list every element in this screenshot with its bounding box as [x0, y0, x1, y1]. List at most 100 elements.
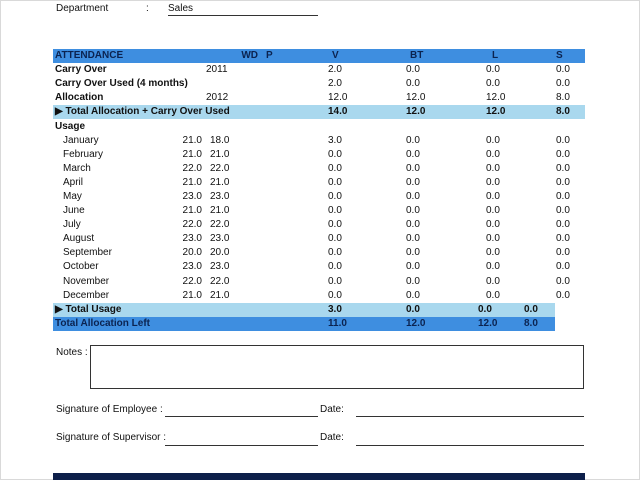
- notes-box[interactable]: [90, 345, 584, 389]
- month-l: 0.0: [478, 246, 554, 260]
- month-rows: January 21.0 18.0 3.0 0.0 0.0 0.0 February 21.0 2…: [53, 134, 585, 303]
- header-v: V: [328, 49, 400, 63]
- month-s: 0.0: [554, 190, 585, 204]
- month-v: 0.0: [328, 260, 400, 274]
- table-row: September 20.0 20.0 0.0 0.0 0.0 0.0: [53, 246, 585, 260]
- month-s: 0.0: [554, 218, 585, 232]
- month-name: August: [53, 232, 178, 246]
- allocation-s: 8.0: [554, 91, 585, 105]
- table-row: May 23.0 23.0 0.0 0.0 0.0 0.0: [53, 190, 585, 204]
- month-l: 0.0: [478, 162, 554, 176]
- month-s: 0.0: [554, 289, 585, 303]
- carry-over-row: Carry Over 2011 2.0 0.0 0.0 0.0: [53, 63, 585, 77]
- month-v: 0.0: [328, 190, 400, 204]
- employee-signature-label: Signature of Employee :: [56, 404, 163, 415]
- employee-signature-line[interactable]: [165, 415, 318, 417]
- department-label: Department: [56, 3, 108, 14]
- carry-over-bt: 0.0: [400, 63, 478, 77]
- month-wd: 20.0: [178, 246, 206, 260]
- allocation-label: Allocation: [53, 91, 178, 105]
- table-row: February 21.0 21.0 0.0 0.0 0.0 0.0: [53, 148, 585, 162]
- month-s: 0.0: [554, 232, 585, 246]
- supervisor-signature-line[interactable]: [165, 444, 318, 446]
- department-value[interactable]: Sales: [168, 3, 318, 16]
- month-v: 0.0: [328, 232, 400, 246]
- employee-date-label: Date:: [320, 404, 344, 415]
- table-row: November 22.0 22.0 0.0 0.0 0.0 0.0: [53, 275, 585, 289]
- month-s: 0.0: [554, 246, 585, 260]
- month-name: July: [53, 218, 178, 232]
- table-row: December 21.0 21.0 0.0 0.0 0.0 0.0: [53, 289, 585, 303]
- table-header-row: ATTENDANCE WD P V BT L S: [53, 49, 585, 63]
- total-allocation-v: 14.0: [328, 105, 400, 119]
- month-name: September: [53, 246, 178, 260]
- total-left-v: 11.0: [328, 317, 400, 331]
- header-wd: WD: [206, 49, 266, 63]
- header-attendance: ATTENDANCE: [53, 49, 178, 63]
- total-left-s: 8.0: [524, 317, 555, 331]
- carry-over-label: Carry Over: [53, 63, 178, 77]
- month-p: 23.0: [206, 232, 266, 246]
- supervisor-date-line[interactable]: [356, 444, 584, 446]
- month-name: December: [53, 289, 178, 303]
- month-l: 0.0: [478, 260, 554, 274]
- carry-over-used-s: 0.0: [554, 77, 585, 91]
- month-v: 0.0: [328, 204, 400, 218]
- month-s: 0.0: [554, 260, 585, 274]
- month-wd: 23.0: [178, 190, 206, 204]
- total-left-label: Total Allocation Left: [53, 317, 328, 331]
- table-row: April 21.0 21.0 0.0 0.0 0.0 0.0: [53, 176, 585, 190]
- month-s: 0.0: [554, 162, 585, 176]
- allocation-l: 12.0: [478, 91, 554, 105]
- month-v: 0.0: [328, 275, 400, 289]
- total-allocation-s: 8.0: [554, 105, 585, 119]
- month-wd: 21.0: [178, 134, 206, 148]
- month-p: 23.0: [206, 190, 266, 204]
- month-bt: 0.0: [400, 260, 478, 274]
- month-wd: 21.0: [178, 204, 206, 218]
- total-allocation-l: 12.0: [478, 105, 554, 119]
- header-bt: BT: [400, 49, 478, 63]
- month-bt: 0.0: [400, 162, 478, 176]
- month-l: 0.0: [478, 275, 554, 289]
- carry-over-used-row: Carry Over Used (4 months) 2.0 0.0 0.0 0…: [53, 77, 585, 91]
- month-name: April: [53, 176, 178, 190]
- month-p: 22.0: [206, 275, 266, 289]
- employee-date-line[interactable]: [356, 415, 584, 417]
- header-l: L: [478, 49, 554, 63]
- month-wd: 22.0: [178, 275, 206, 289]
- total-usage-v: 3.0: [328, 303, 400, 317]
- month-wd: 21.0: [178, 289, 206, 303]
- month-wd: 23.0: [178, 260, 206, 274]
- total-left-bt: 12.0: [400, 317, 478, 331]
- carry-over-used-l: 0.0: [478, 77, 554, 91]
- carry-over-s: 0.0: [554, 63, 585, 77]
- table-row: July 22.0 22.0 0.0 0.0 0.0 0.0: [53, 218, 585, 232]
- table-row: October 23.0 23.0 0.0 0.0 0.0 0.0: [53, 260, 585, 274]
- carry-over-l: 0.0: [478, 63, 554, 77]
- total-usage-row: ▶ Total Usage 3.0 0.0 0.0 0.0: [53, 303, 585, 317]
- carry-over-year: 2011: [206, 63, 266, 77]
- month-l: 0.0: [478, 232, 554, 246]
- month-p: 23.0: [206, 260, 266, 274]
- carry-over-v: 2.0: [328, 63, 400, 77]
- allocation-v: 12.0: [328, 91, 400, 105]
- month-v: 0.0: [328, 148, 400, 162]
- usage-row: Usage: [53, 119, 585, 133]
- month-name: June: [53, 204, 178, 218]
- usage-label: Usage: [53, 119, 178, 133]
- month-bt: 0.0: [400, 232, 478, 246]
- allocation-bt: 12.0: [400, 91, 478, 105]
- allocation-row: Allocation 2012 12.0 12.0 12.0 8.0: [53, 91, 585, 105]
- month-bt: 0.0: [400, 176, 478, 190]
- attendance-table: ATTENDANCE WD P V BT L S Carry Over 2011…: [53, 49, 585, 331]
- total-usage-bt: 0.0: [400, 303, 478, 317]
- month-wd: 21.0: [178, 148, 206, 162]
- month-s: 0.0: [554, 148, 585, 162]
- month-name: February: [53, 148, 178, 162]
- month-v: 0.0: [328, 218, 400, 232]
- total-left-row: Total Allocation Left 11.0 12.0 12.0 8.0: [53, 317, 585, 331]
- month-bt: 0.0: [400, 134, 478, 148]
- month-l: 0.0: [478, 190, 554, 204]
- month-p: 21.0: [206, 204, 266, 218]
